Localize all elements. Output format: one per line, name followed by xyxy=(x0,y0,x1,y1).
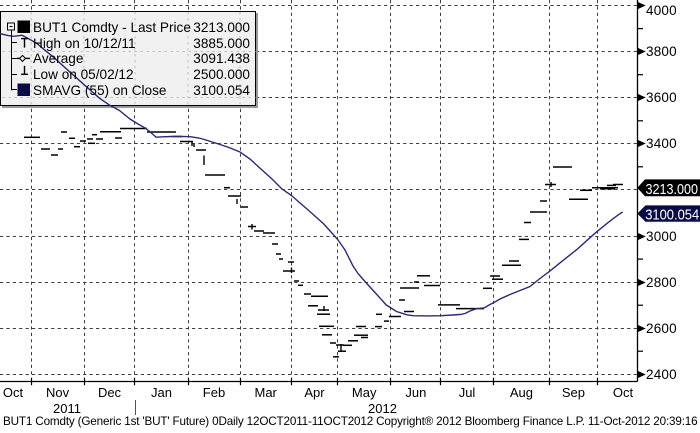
svg-text:3100.054: 3100.054 xyxy=(645,207,699,224)
svg-text:3213.000: 3213.000 xyxy=(646,181,699,198)
